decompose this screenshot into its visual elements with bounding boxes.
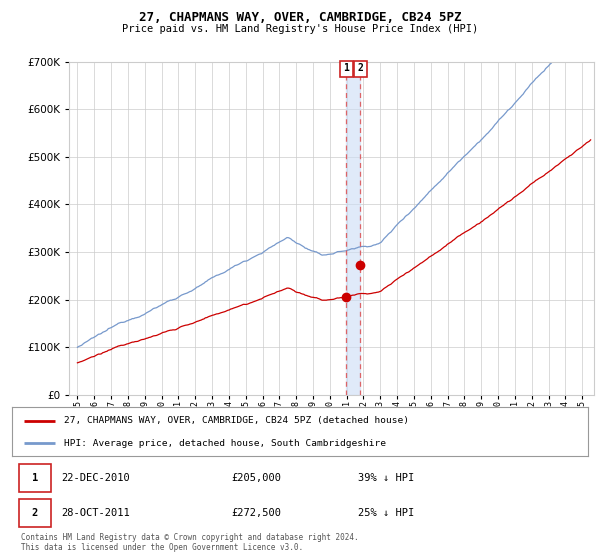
Text: £205,000: £205,000 (231, 473, 281, 483)
Text: 27, CHAPMANS WAY, OVER, CAMBRIDGE, CB24 5PZ: 27, CHAPMANS WAY, OVER, CAMBRIDGE, CB24 … (139, 11, 461, 24)
Text: 1: 1 (343, 63, 349, 73)
Text: 39% ↓ HPI: 39% ↓ HPI (358, 473, 414, 483)
Bar (346, 62, 361, 395)
FancyBboxPatch shape (19, 499, 50, 527)
Text: £272,500: £272,500 (231, 508, 281, 518)
FancyBboxPatch shape (19, 464, 50, 492)
Text: 1: 1 (32, 473, 38, 483)
Text: 2: 2 (358, 63, 364, 73)
Text: 22-DEC-2010: 22-DEC-2010 (61, 473, 130, 483)
Text: 25% ↓ HPI: 25% ↓ HPI (358, 508, 414, 518)
Text: Price paid vs. HM Land Registry's House Price Index (HPI): Price paid vs. HM Land Registry's House … (122, 24, 478, 34)
Text: HPI: Average price, detached house, South Cambridgeshire: HPI: Average price, detached house, Sout… (64, 438, 386, 447)
Text: 28-OCT-2011: 28-OCT-2011 (61, 508, 130, 518)
Text: Contains HM Land Registry data © Crown copyright and database right 2024.: Contains HM Land Registry data © Crown c… (21, 533, 359, 542)
Text: 2: 2 (32, 508, 38, 518)
Text: This data is licensed under the Open Government Licence v3.0.: This data is licensed under the Open Gov… (21, 543, 303, 552)
Text: 27, CHAPMANS WAY, OVER, CAMBRIDGE, CB24 5PZ (detached house): 27, CHAPMANS WAY, OVER, CAMBRIDGE, CB24 … (64, 417, 409, 426)
